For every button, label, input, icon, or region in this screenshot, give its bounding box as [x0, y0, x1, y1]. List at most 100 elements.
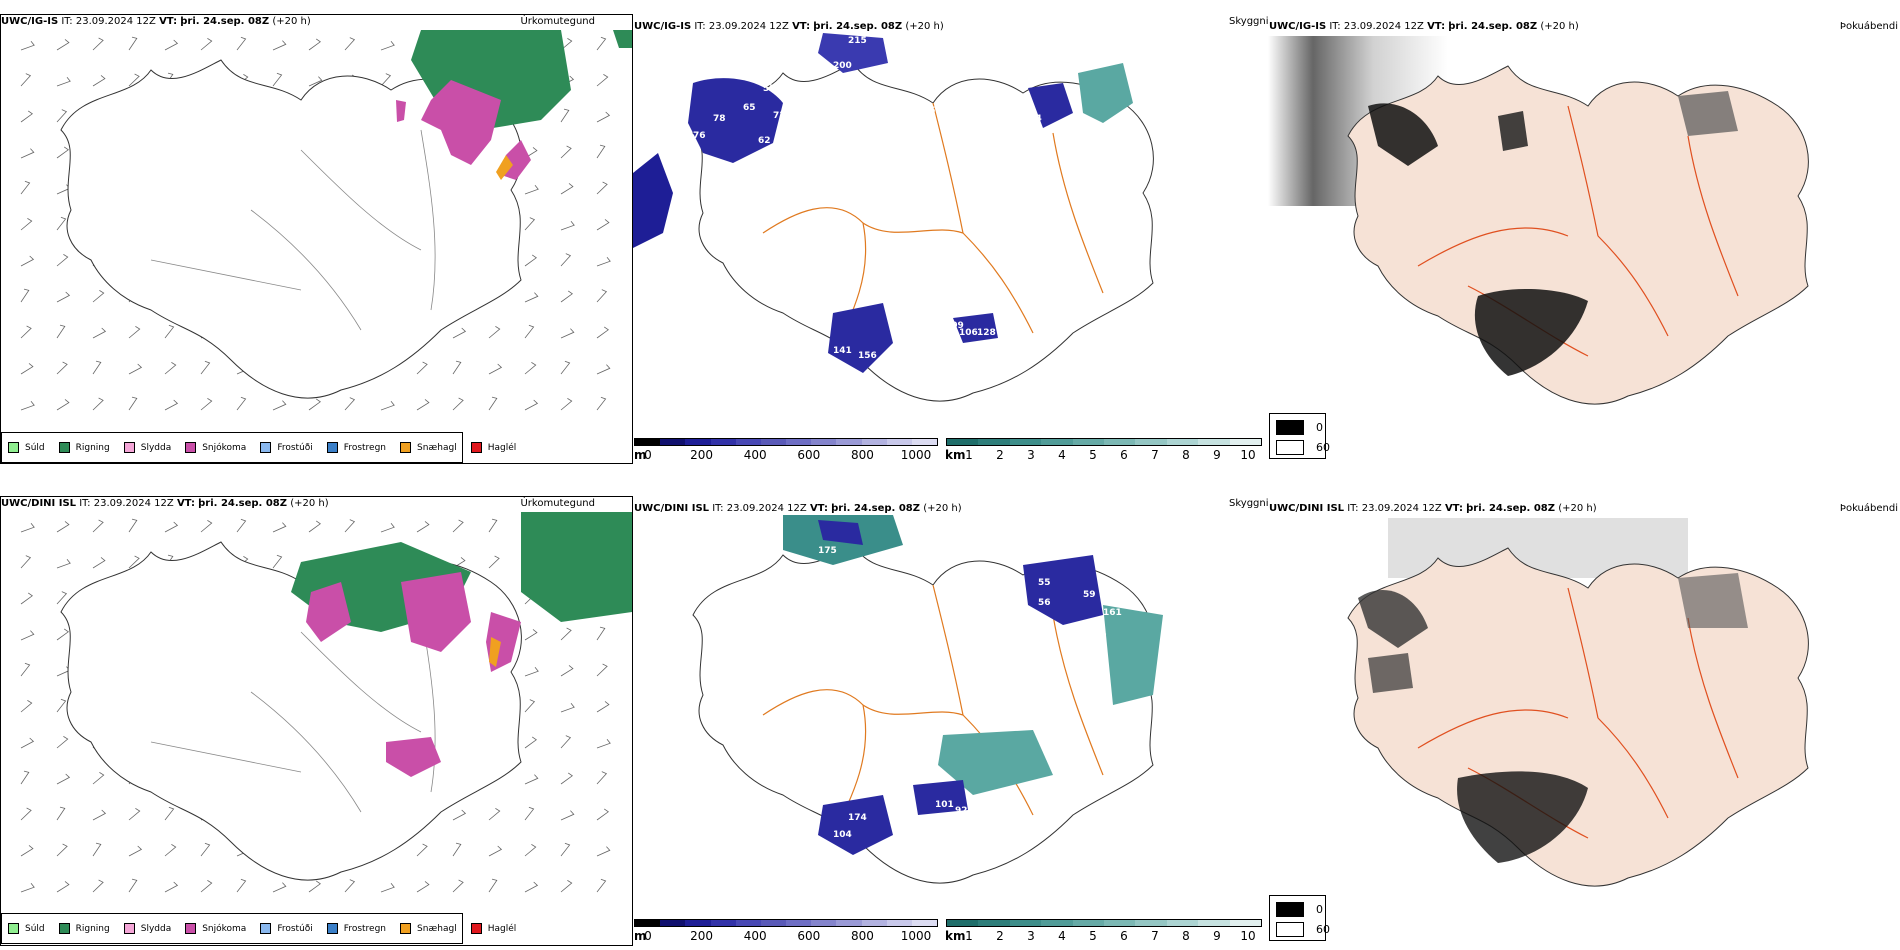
- wind-barb: [56, 291, 71, 303]
- legend-swatch: [400, 923, 412, 934]
- vt-value: þri. 24.sep. 08Z: [1466, 503, 1555, 514]
- precip-map-top: [20, 30, 632, 411]
- wind-barb: [92, 327, 107, 339]
- colorbar-tick-label: 8: [1182, 448, 1190, 462]
- fog-map-top: [1268, 36, 1809, 405]
- colorbar-segment: [1041, 439, 1073, 445]
- wind-barb: [236, 878, 247, 893]
- snow-pellet-area: [489, 637, 501, 667]
- wind-barb: [56, 521, 70, 533]
- it-value: 23.09.2024 12Z: [726, 503, 807, 514]
- colorbar-tick-label: 5: [1089, 448, 1097, 462]
- legend-label: Snæhagl: [417, 923, 457, 934]
- colorbar-tick-label: 1000: [900, 448, 932, 462]
- snow-area: [421, 80, 501, 165]
- wind-barb: [164, 362, 177, 375]
- wind-barb: [56, 773, 71, 785]
- wind-barb: [236, 36, 247, 51]
- ceiling-value-label: 76: [693, 131, 706, 141]
- model-name: UWC/IG-IS: [634, 21, 692, 32]
- fog-title-bottom: Þokuábendi: [1839, 503, 1898, 514]
- wind-barb: [596, 739, 611, 749]
- wind-barb: [272, 882, 287, 893]
- colorbar-segment: [786, 439, 812, 445]
- vt-value: þri. 24.sep. 08Z: [198, 498, 287, 509]
- wind-barb: [20, 845, 34, 857]
- precip-legend-top: Súld Rigning Slydda Snjókoma Frostúði Fr…: [1, 432, 516, 463]
- wind-barb: [596, 364, 611, 375]
- visibility-unit-bottom: km: [945, 929, 966, 943]
- wind-barb: [452, 327, 467, 339]
- ceiling-value-label: 88: [991, 121, 1004, 131]
- wind-barb: [344, 397, 356, 411]
- wind-barb: [128, 73, 140, 87]
- ceiling-value-label: 71: [938, 596, 951, 606]
- wind-barb: [164, 844, 177, 857]
- fog-legend-top: 0 60: [1269, 413, 1330, 459]
- wind-barb: [20, 700, 33, 713]
- wind-barb: [344, 37, 356, 51]
- colorbar-segment: [1198, 920, 1230, 926]
- legend-swatch: [123, 923, 135, 934]
- wind-barb: [20, 73, 32, 87]
- legend-item: Snjókoma: [185, 923, 246, 934]
- wind-barb: [524, 774, 539, 785]
- wind-barb: [20, 630, 35, 641]
- wind-barb: [20, 180, 31, 195]
- colorbar-segment: [1166, 920, 1199, 926]
- legend-swatch: [326, 923, 338, 934]
- wind-barb: [560, 842, 571, 857]
- snow-pellet-area: [496, 155, 513, 180]
- wind-barb: [128, 326, 141, 339]
- wind-barb: [524, 881, 539, 893]
- wind-barb: [380, 883, 395, 893]
- wind-barb: [416, 361, 428, 375]
- colorbar-tick-label: 0: [644, 929, 652, 943]
- it-value: 23.09.2024 12Z: [1361, 503, 1442, 514]
- legend-item: Slydda: [123, 442, 171, 453]
- wind-barb: [416, 843, 428, 857]
- wind-barb: [596, 808, 609, 821]
- wind-barb: [524, 806, 535, 821]
- colorbar-tick-label: 9: [1213, 448, 1221, 462]
- it-label: IT:: [694, 21, 706, 32]
- wind-barb: [452, 397, 464, 411]
- wind-barb: [560, 627, 572, 641]
- fog-legend-label: 0: [1316, 421, 1323, 434]
- wind-barb: [92, 397, 104, 411]
- legend-item: Rigning: [58, 923, 110, 934]
- legend-item: Snjókoma: [185, 442, 246, 453]
- wind-barb: [164, 39, 179, 51]
- fog-legend-label: 60: [1316, 923, 1330, 936]
- colorbar-segment: [836, 920, 862, 926]
- model-name: UWC/IG-IS: [1, 16, 59, 27]
- wind-barb: [56, 399, 70, 411]
- ceiling-value-label: 92: [955, 806, 968, 816]
- wind-barb: [164, 399, 179, 411]
- wind-barb: [92, 842, 102, 857]
- low-ceiling-area: [818, 795, 893, 855]
- ceiling-value-label: 133: [893, 808, 912, 818]
- rain-area: [521, 512, 632, 622]
- colorbar-tick-label: 0: [644, 448, 652, 462]
- wind-barb: [164, 881, 179, 893]
- visibility-title-top: Skyggni: [1229, 16, 1269, 27]
- vt-value: þri. 24.sep. 08Z: [813, 21, 903, 32]
- wind-barb: [128, 396, 138, 411]
- wind-barb: [416, 399, 430, 411]
- fog-area: [1474, 289, 1588, 376]
- ceiling-value-label: 62: [758, 136, 771, 146]
- wind-barb: [560, 328, 575, 339]
- legend-swatch: [260, 442, 272, 453]
- wind-barb: [128, 363, 143, 375]
- fog-area: [1368, 653, 1413, 693]
- legend-swatch: [326, 442, 338, 453]
- wind-barb: [128, 808, 141, 821]
- ceiling-value-label: 161: [1103, 608, 1122, 618]
- legend-item: Frostúði: [260, 923, 313, 934]
- lead-time: (+20 h): [923, 503, 962, 514]
- wind-barb: [596, 663, 608, 677]
- ceiling-value-label: 97: [783, 136, 796, 146]
- colorbar-segment: [811, 920, 837, 926]
